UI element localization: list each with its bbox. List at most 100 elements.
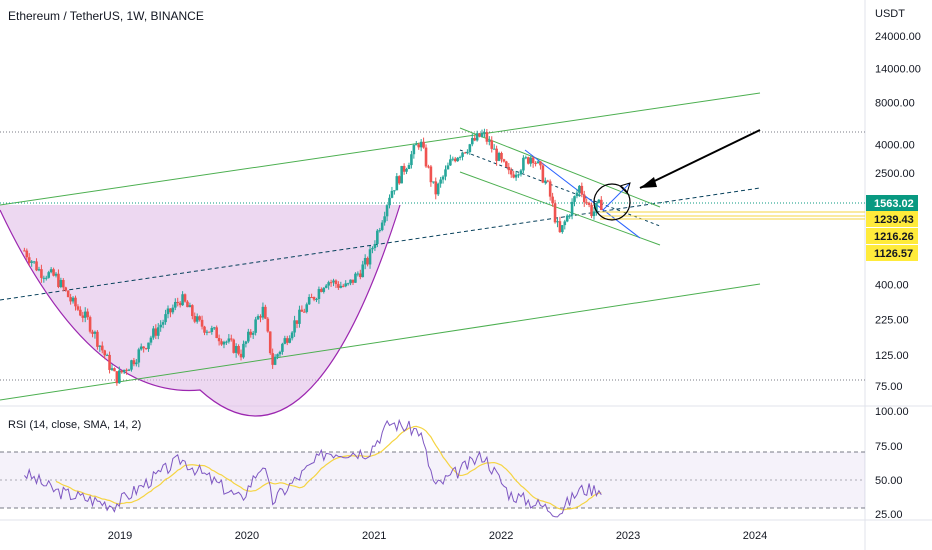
candle xyxy=(592,207,596,220)
candle xyxy=(505,160,508,168)
candle xyxy=(261,302,265,320)
candle xyxy=(205,329,209,336)
candle xyxy=(561,224,564,234)
candle xyxy=(298,305,301,328)
candle xyxy=(229,334,233,342)
time-axis-labels: 2019 2020 2021 2022 2023 2024 xyxy=(108,530,767,542)
price-tag: 1239.43 xyxy=(866,211,918,227)
candle xyxy=(110,364,114,372)
candle xyxy=(402,163,406,175)
candle xyxy=(154,324,158,340)
candle xyxy=(317,286,321,304)
candle xyxy=(446,162,450,170)
annotation-circle xyxy=(593,183,631,221)
candle xyxy=(57,269,60,289)
rsi-axis-label: 25.00 xyxy=(875,509,903,521)
candle xyxy=(83,307,87,323)
annotation-arrow-main-head xyxy=(640,177,657,188)
candle xyxy=(147,342,150,352)
candle xyxy=(565,214,569,223)
candle xyxy=(264,304,267,320)
annotation-arrow-small-head xyxy=(619,182,631,194)
candle xyxy=(346,282,350,286)
candle xyxy=(59,277,63,289)
rsi-indicator-title: RSI (14, close, SMA, 14, 2) xyxy=(8,419,142,431)
candle xyxy=(573,195,576,207)
price-axis-labels: 24000.00 14000.00 8000.00 4000.00 2500.00 400… xyxy=(875,31,921,393)
candle xyxy=(169,308,172,318)
candle xyxy=(361,260,365,278)
candle xyxy=(122,369,126,375)
candle xyxy=(429,165,433,187)
time-axis-label: 2020 xyxy=(235,530,259,542)
candle xyxy=(546,179,550,183)
candle xyxy=(551,192,554,207)
candle xyxy=(436,182,440,197)
candle xyxy=(139,343,143,351)
candle xyxy=(351,279,355,286)
candle xyxy=(295,320,299,329)
price-axis-label: 14000.00 xyxy=(875,64,921,76)
channel-lower-line xyxy=(0,283,761,401)
candle xyxy=(544,177,547,185)
candle xyxy=(453,156,457,163)
candle xyxy=(242,340,245,359)
candle xyxy=(344,280,347,288)
time-axis-label: 2021 xyxy=(362,530,386,542)
candle xyxy=(300,305,304,312)
candle xyxy=(76,304,80,312)
chart-title: Ethereum / TetherUS, 1W, BINANCE xyxy=(8,9,204,23)
candle xyxy=(400,165,403,184)
price-tag-bg xyxy=(866,211,918,227)
candle xyxy=(461,152,464,161)
price-tag-text: 1239.43 xyxy=(874,214,914,226)
candle xyxy=(568,214,571,219)
candle xyxy=(524,155,528,160)
candle xyxy=(208,331,211,333)
candle xyxy=(105,353,109,356)
candle xyxy=(127,368,131,371)
candle xyxy=(88,315,92,334)
candle xyxy=(115,371,119,386)
candle xyxy=(254,316,257,336)
candle xyxy=(64,286,68,292)
candle xyxy=(458,155,462,161)
price-tag-text: 1216.26 xyxy=(874,231,914,243)
candle xyxy=(120,370,124,374)
price-axis-label: 400.00 xyxy=(875,279,909,291)
price-candles xyxy=(23,128,603,386)
candle xyxy=(268,331,272,355)
candle xyxy=(427,164,430,169)
candle xyxy=(144,347,148,350)
candle xyxy=(315,297,318,303)
rsi-axis-label: 50.00 xyxy=(875,475,903,487)
candle xyxy=(419,139,423,152)
candle xyxy=(259,314,262,323)
candle xyxy=(582,190,586,207)
candle xyxy=(307,294,311,306)
candle xyxy=(156,323,160,340)
candle xyxy=(570,198,574,220)
candle xyxy=(312,296,316,302)
candle xyxy=(278,350,282,357)
candle xyxy=(441,175,445,184)
candle xyxy=(210,325,214,335)
candle xyxy=(393,190,396,195)
candle xyxy=(47,270,51,279)
candle xyxy=(62,278,65,292)
candle xyxy=(473,135,477,142)
price-axis-label: 2500.00 xyxy=(875,168,915,180)
candle xyxy=(366,256,369,267)
candle xyxy=(132,357,136,367)
candle xyxy=(118,366,121,384)
candle xyxy=(164,309,167,325)
candle xyxy=(424,144,428,168)
candle xyxy=(514,170,518,181)
candle xyxy=(220,338,223,346)
candle xyxy=(590,202,593,219)
candle xyxy=(376,229,379,248)
price-axis-label: 75.00 xyxy=(875,381,903,393)
candle xyxy=(44,275,48,281)
candle xyxy=(103,349,106,360)
